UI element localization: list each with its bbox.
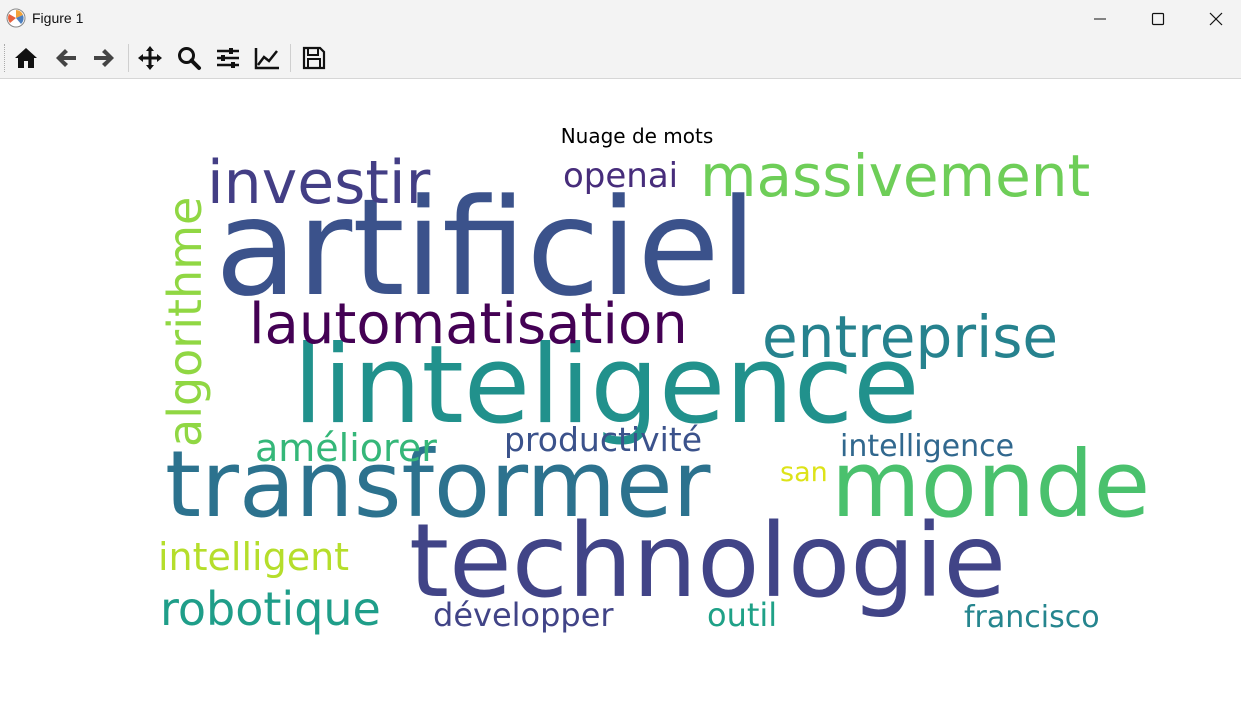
- word-linteligence: linteligence: [293, 323, 920, 448]
- maximize-icon: [1151, 12, 1165, 26]
- navigation-toolbar: [0, 38, 1241, 79]
- word-artificiel: artificiel: [215, 170, 757, 326]
- forward-button[interactable]: [88, 42, 120, 74]
- subplots-config-icon: [217, 48, 239, 68]
- toolbar-grip: [4, 44, 8, 72]
- word-monde: monde: [831, 431, 1151, 538]
- pan-icon: [138, 46, 162, 70]
- word-san: san: [780, 457, 828, 488]
- word-entreprise: entreprise: [762, 303, 1059, 371]
- figure-canvas[interactable]: Nuage de mots artificiel linteligence tr…: [0, 79, 1241, 705]
- home-icon: [15, 48, 37, 68]
- word-lautomatisation: lautomatisation: [249, 292, 688, 357]
- back-button[interactable]: [50, 42, 82, 74]
- word-developper: développer: [433, 596, 614, 634]
- word-francisco: francisco: [964, 600, 1100, 635]
- zoom-button[interactable]: [173, 42, 205, 74]
- home-button[interactable]: [10, 42, 42, 74]
- word-ameliorer: améliorer: [255, 426, 437, 470]
- title-bar: Figure 1: [0, 0, 1241, 38]
- maximize-button[interactable]: [1129, 0, 1187, 38]
- word-robotique: robotique: [160, 582, 381, 636]
- window-title: Figure 1: [32, 10, 84, 26]
- pan-button[interactable]: [134, 42, 166, 74]
- save-button[interactable]: [298, 42, 330, 74]
- zoom-icon: [178, 47, 201, 70]
- matplotlib-icon: [6, 8, 26, 28]
- minimize-button[interactable]: [1071, 0, 1129, 38]
- word-investir: investir: [207, 148, 431, 218]
- word-massivement: massivement: [700, 142, 1091, 210]
- word-intelligence: intelligence: [840, 429, 1015, 464]
- close-button[interactable]: [1187, 0, 1241, 38]
- close-icon: [1209, 12, 1223, 26]
- toolbar-separator: [128, 44, 129, 72]
- word-algorithme: algorithme: [158, 196, 212, 447]
- word-technologie: technologie: [409, 502, 1007, 621]
- edit-axis-button[interactable]: [251, 42, 283, 74]
- minimize-icon: [1094, 18, 1106, 20]
- word-intelligent: intelligent: [158, 535, 350, 579]
- word-transformer: transformer: [165, 431, 711, 538]
- configure-subplots-button[interactable]: [212, 42, 244, 74]
- save-icon: [302, 46, 326, 70]
- edit-axis-icon: [254, 48, 279, 70]
- back-arrow-icon: [56, 49, 76, 67]
- word-openai: openai: [563, 156, 679, 196]
- figure-title: Nuage de mots: [560, 124, 714, 148]
- forward-arrow-icon: [94, 49, 114, 67]
- word-productivite: productivité: [504, 420, 703, 459]
- word-outil: outil: [707, 596, 778, 634]
- toolbar-separator: [290, 44, 291, 72]
